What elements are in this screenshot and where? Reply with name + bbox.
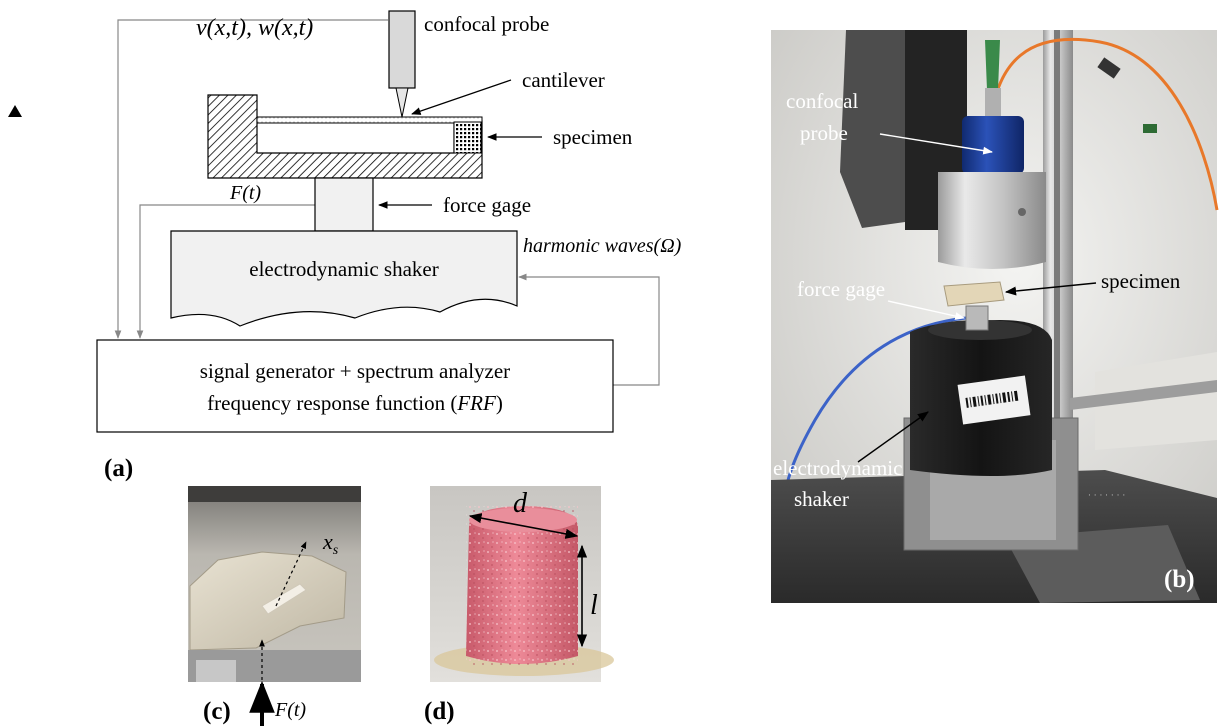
table-scale-text: · · · · · · · — [1088, 491, 1125, 501]
photo-specimen-label: specimen — [1101, 269, 1181, 293]
side-rail — [1070, 380, 1217, 410]
fixture-photo-top-band — [188, 486, 361, 502]
force-signal-label: F(t) — [229, 182, 261, 204]
setup-photo-panel: · · · · · · · confocal probe specimen fo… — [771, 30, 1219, 603]
analyzer-line-1: signal generator + spectrum analyzer — [200, 359, 510, 383]
green-plug — [1143, 124, 1157, 133]
diameter-label: d — [513, 488, 528, 519]
photo-force-gage-label: force gage — [797, 277, 885, 301]
length-label: l — [590, 590, 598, 621]
displacement-signal-line — [114, 19, 388, 339]
probe-tip — [395, 87, 409, 118]
measured-signal-label: v(x,t), w(x,t) — [196, 15, 313, 41]
probe-aluminum-body — [938, 172, 1046, 269]
photo-force-gage-arrow — [887, 300, 965, 320]
fixture-force-label: F(t) — [274, 699, 306, 721]
fixture-shape — [189, 551, 347, 651]
panel-d-letter: (d) — [424, 698, 455, 725]
analyzer-line-2-frf: FRF — [456, 391, 496, 415]
excitation-label: harmonic waves(Ω) — [523, 235, 682, 257]
photo-probe-label-1: confocal — [786, 89, 858, 113]
probe-screw — [1018, 208, 1026, 216]
xs-label-main: x — [322, 529, 333, 554]
xs-label-sub: s — [333, 543, 339, 558]
force-gage-block — [314, 177, 374, 232]
analyzer-line-2-prefix: frequency response function ( — [207, 391, 457, 415]
barcode-stripes — [965, 390, 1019, 408]
side-plug — [1097, 57, 1121, 79]
cantilever-beam — [256, 116, 483, 124]
photo-probe-label-2: probe — [800, 121, 848, 145]
excitation-signal-line — [518, 273, 660, 386]
analyzer-line-2: frequency response function (FRF) — [207, 391, 503, 415]
analyzer-box — [96, 339, 614, 433]
marker-triangle-icon — [8, 105, 22, 117]
force-signal-line — [136, 204, 316, 339]
panel-c-letter: (c) — [203, 698, 231, 725]
aluminum-column-slot — [1054, 30, 1060, 603]
probe-connector — [985, 88, 1001, 116]
orange-cable — [988, 37, 1219, 211]
probe-label: confocal probe — [424, 12, 549, 36]
analyzer-line-2-suffix: ) — [496, 391, 503, 415]
fixture-frame — [207, 94, 483, 179]
fixture-photo-panel: xs F(t) (c) — [188, 486, 361, 726]
schematic-panel: v(x,t), w(x,t) confocal probe cantilever… — [8, 10, 682, 482]
specimen-block — [453, 121, 482, 154]
force-gage-label: force gage — [443, 193, 531, 217]
shaker-label: electrodynamic shaker — [249, 257, 439, 281]
panel-a-letter: (a) — [104, 455, 133, 482]
fixture-specimen-strip — [261, 583, 307, 615]
xs-label: xs — [322, 529, 339, 558]
panel-b-letter: (b) — [1164, 566, 1195, 593]
photo-force-gage — [965, 305, 989, 331]
probe-mount-bracket — [840, 30, 905, 228]
photo-shaker-arrow — [857, 411, 929, 463]
shaker-body — [170, 230, 518, 327]
side-bench — [1095, 352, 1217, 450]
probe-blue-ring — [962, 116, 1024, 174]
probe-body — [388, 10, 416, 89]
cantilever-arrow — [411, 79, 512, 115]
photo-probe-arrow — [879, 133, 993, 155]
diameter-arrow — [468, 513, 579, 539]
cantilever-label: cantilever — [522, 68, 605, 92]
photo-specimen-fixture — [943, 281, 1005, 307]
specimen-label: specimen — [553, 125, 633, 149]
photo-specimen-arrow — [1004, 282, 1097, 296]
fixture-base-ring — [196, 660, 236, 682]
specimen-photo-panel: d l (d) — [424, 486, 614, 725]
photo-shaker-label-2: shaker — [794, 487, 849, 511]
green-connector — [985, 40, 1000, 90]
photo-shaker-label-1: electrodynamic — [773, 456, 902, 480]
